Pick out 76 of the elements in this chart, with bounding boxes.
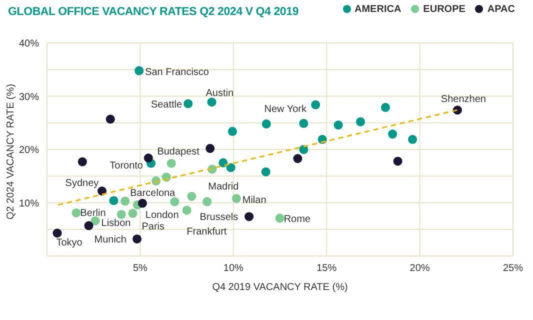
point xyxy=(138,198,147,208)
annotation: Rome xyxy=(284,214,311,226)
x-axis-title: Q4 2019 VACANCY RATE (%) xyxy=(212,282,348,293)
annotation: Lisbon xyxy=(101,218,131,229)
point xyxy=(106,114,115,124)
annotation: Barcelona xyxy=(130,188,176,200)
annotation: Paris xyxy=(142,221,165,232)
point xyxy=(84,221,94,230)
point xyxy=(109,196,118,206)
point xyxy=(116,210,126,219)
x-tick-label: 5% xyxy=(132,263,148,274)
y-tick-label: 40% xyxy=(18,38,40,50)
point xyxy=(299,144,308,154)
y-tick-label: 20% xyxy=(18,145,40,156)
point xyxy=(218,158,228,168)
annotation: Austin xyxy=(206,88,234,100)
point xyxy=(202,197,212,206)
point xyxy=(244,212,254,222)
point xyxy=(261,167,270,176)
point xyxy=(52,228,62,238)
point xyxy=(134,66,144,76)
point xyxy=(311,100,320,110)
legend-label: APAC xyxy=(487,4,515,15)
point xyxy=(299,118,308,128)
point xyxy=(293,154,302,164)
annotation: Shenzhen xyxy=(440,94,486,106)
point xyxy=(226,163,236,172)
point xyxy=(334,120,343,130)
point xyxy=(97,186,106,196)
point xyxy=(408,134,418,144)
point xyxy=(182,206,192,215)
legend-label: EUROPE xyxy=(423,4,466,15)
annotation: Madrid xyxy=(208,182,239,193)
point xyxy=(90,216,100,226)
annotation: Sydney xyxy=(65,178,99,190)
annotation: Munich xyxy=(94,234,126,246)
point xyxy=(120,196,130,206)
point xyxy=(207,98,216,107)
point xyxy=(262,119,271,128)
annotation: London xyxy=(145,210,179,221)
annotation: Toronto xyxy=(110,160,144,172)
x-tick-label: 25% xyxy=(502,263,524,274)
x-tick-label: 10% xyxy=(223,263,244,274)
annotation: Milan xyxy=(242,194,266,206)
legend-label: AMERICA xyxy=(354,4,402,15)
point xyxy=(187,192,196,201)
y-axis-title: Q2 2024 VACANCY RATE (%) xyxy=(6,84,17,220)
point xyxy=(72,208,81,218)
point xyxy=(184,99,193,108)
annotation: Frankfurt xyxy=(186,226,227,238)
point xyxy=(356,117,366,126)
x-tick-label: 20% xyxy=(410,263,430,274)
x-tick-label: 15% xyxy=(316,263,337,274)
point xyxy=(78,157,87,166)
point xyxy=(232,194,241,203)
point xyxy=(393,156,402,166)
point xyxy=(380,102,390,112)
point xyxy=(228,126,237,136)
point xyxy=(132,234,142,244)
point xyxy=(206,144,215,153)
point xyxy=(166,158,176,168)
y-tick-label: 10% xyxy=(18,198,40,210)
annotation: Brussels xyxy=(200,212,238,224)
chart-title: GLOBAL OFFICE VACANCY RATES Q2 2024 V Q4 2019 xyxy=(8,6,299,18)
annotation: Budapest xyxy=(157,146,200,158)
annotation: San Francisco xyxy=(145,66,210,78)
point xyxy=(275,214,284,223)
annotation: Berlin xyxy=(80,208,106,219)
annotation: Tokyo xyxy=(56,237,83,248)
annotation: Seattle xyxy=(150,100,183,111)
point xyxy=(128,208,138,218)
point xyxy=(170,197,180,206)
y-tick-label: 30% xyxy=(18,92,40,103)
point xyxy=(388,130,398,139)
annotation: New York xyxy=(264,104,308,116)
point xyxy=(144,154,153,163)
